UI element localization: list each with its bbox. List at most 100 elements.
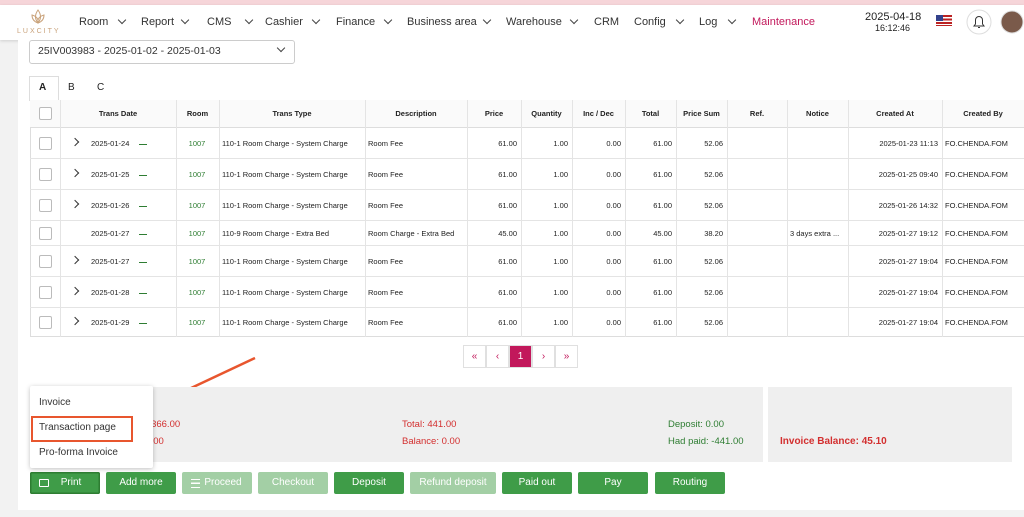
page-button[interactable]: » bbox=[555, 345, 578, 368]
page-button[interactable]: 1 bbox=[509, 345, 532, 368]
nav-item[interactable]: CMS bbox=[207, 16, 231, 28]
cell-qty: 1.00 bbox=[524, 318, 568, 327]
nav-item[interactable]: Maintenance bbox=[752, 16, 815, 28]
cell-room: 1007 bbox=[179, 201, 215, 210]
nav-item[interactable]: Finance bbox=[336, 16, 375, 28]
checkbox[interactable] bbox=[39, 199, 52, 212]
tab[interactable]: A bbox=[39, 82, 46, 93]
column-header: Room bbox=[176, 109, 219, 118]
checkbox[interactable] bbox=[39, 137, 52, 150]
nav-item[interactable]: Report bbox=[141, 16, 174, 28]
cell-total: 61.00 bbox=[628, 170, 672, 179]
bell-button[interactable] bbox=[967, 10, 991, 34]
highlight-box bbox=[31, 416, 133, 442]
column-divider bbox=[942, 100, 943, 337]
folio-select-text: 25IV003983 - 2025-01-02 - 2025-01-03 bbox=[38, 45, 221, 57]
cell-total: 61.00 bbox=[628, 139, 672, 148]
column-divider bbox=[848, 100, 849, 337]
avatar[interactable] bbox=[1001, 11, 1023, 33]
cell-type: 110-1 Room Charge - System Charge bbox=[222, 257, 361, 266]
cell-price: 61.00 bbox=[470, 201, 517, 210]
column-header: Price bbox=[467, 109, 521, 118]
checkbox[interactable] bbox=[39, 227, 52, 240]
cell-inc: 0.00 bbox=[575, 229, 621, 238]
nav-item[interactable]: Warehouse bbox=[506, 16, 562, 28]
action-button[interactable]: Checkout bbox=[258, 472, 328, 494]
download-icon bbox=[139, 199, 147, 207]
nav-item[interactable]: Log bbox=[699, 16, 717, 28]
cell-created-at: 2025-01-27 19:12 bbox=[851, 229, 938, 238]
action-button[interactable]: Proceed bbox=[182, 472, 252, 494]
download-icon bbox=[139, 168, 147, 176]
column-header: Trans Date bbox=[60, 109, 176, 118]
cell-type: 110-9 Room Charge - Extra Bed bbox=[222, 229, 361, 238]
column-divider bbox=[467, 100, 468, 337]
cell-price: 45.00 bbox=[470, 229, 517, 238]
column-header: Notice bbox=[787, 109, 848, 118]
list-icon bbox=[191, 479, 200, 488]
column-divider bbox=[787, 100, 788, 337]
action-button[interactable]: Routing bbox=[655, 472, 725, 494]
button-label: Deposit bbox=[334, 472, 404, 494]
cell-qty: 1.00 bbox=[524, 139, 568, 148]
nav-item[interactable]: Cashier bbox=[265, 16, 303, 28]
cell-created-by: FO.CHENDA.FOM bbox=[945, 229, 1020, 238]
menu-item[interactable]: Pro-forma Invoice bbox=[39, 447, 118, 458]
tab[interactable]: B bbox=[68, 82, 75, 93]
invoice-balance: Invoice Balance: 45.10 bbox=[780, 436, 887, 447]
cell-created-at: 2025-01-27 19:04 bbox=[851, 318, 938, 327]
cell-qty: 1.00 bbox=[524, 288, 568, 297]
column-header: Total bbox=[625, 109, 676, 118]
cell-inc: 0.00 bbox=[575, 257, 621, 266]
column-header: Ref. bbox=[727, 109, 787, 118]
summary-middle: Total: 441.00 bbox=[402, 419, 456, 430]
page-button[interactable]: › bbox=[532, 345, 555, 368]
cell-inc: 0.00 bbox=[575, 288, 621, 297]
cell-created-at: 2025-01-27 19:04 bbox=[851, 257, 938, 266]
page-button[interactable]: ‹ bbox=[486, 345, 509, 368]
column-header: Trans Type bbox=[219, 109, 365, 118]
cell-type: 110-1 Room Charge - System Charge bbox=[222, 318, 361, 327]
column-divider bbox=[625, 100, 626, 337]
nav-item[interactable]: Business area bbox=[407, 16, 477, 28]
row-divider bbox=[30, 220, 1024, 221]
cell-inc: 0.00 bbox=[575, 139, 621, 148]
checkbox[interactable] bbox=[39, 168, 52, 181]
action-button[interactable]: Add more bbox=[106, 472, 176, 494]
row-divider bbox=[30, 276, 1024, 277]
cell-desc: Room Fee bbox=[368, 318, 463, 327]
row-divider bbox=[30, 307, 1024, 308]
cell-created-by: FO.CHENDA.FOM bbox=[945, 201, 1020, 210]
action-button[interactable]: Deposit bbox=[334, 472, 404, 494]
nav-item[interactable]: CRM bbox=[594, 16, 619, 28]
download-icon bbox=[139, 227, 147, 235]
action-button[interactable]: Paid out bbox=[502, 472, 572, 494]
checkbox[interactable] bbox=[39, 286, 52, 299]
cell-desc: Room Fee bbox=[368, 201, 463, 210]
page-button[interactable]: « bbox=[463, 345, 486, 368]
action-button[interactable]: Refund deposit bbox=[410, 472, 496, 494]
action-button[interactable]: Pay bbox=[578, 472, 648, 494]
cell-sum: 52.06 bbox=[679, 288, 723, 297]
checkbox[interactable] bbox=[39, 107, 52, 120]
cell-created-by: FO.CHENDA.FOM bbox=[945, 170, 1020, 179]
nav-item[interactable]: Config bbox=[634, 16, 666, 28]
folio-select[interactable]: 25IV003983 - 2025-01-02 - 2025-01-03 bbox=[29, 40, 295, 64]
cell-created-by: FO.CHENDA.FOM bbox=[945, 257, 1020, 266]
checkbox[interactable] bbox=[39, 255, 52, 268]
column-divider bbox=[521, 100, 522, 337]
cell-desc: Room Fee bbox=[368, 257, 463, 266]
column-divider bbox=[219, 100, 220, 337]
print-icon bbox=[39, 479, 49, 487]
tab[interactable]: C bbox=[97, 82, 104, 93]
menu-item[interactable]: Invoice bbox=[39, 397, 71, 408]
button-label: Routing bbox=[655, 472, 725, 494]
header-date: 2025-04-18 bbox=[865, 11, 921, 23]
button-label: Add more bbox=[106, 472, 176, 494]
action-button[interactable]: Print bbox=[30, 472, 100, 494]
nav-item[interactable]: Room bbox=[79, 16, 108, 28]
checkbox[interactable] bbox=[39, 316, 52, 329]
cell-desc: Room Fee bbox=[368, 139, 463, 148]
cell-desc: Room Fee bbox=[368, 170, 463, 179]
